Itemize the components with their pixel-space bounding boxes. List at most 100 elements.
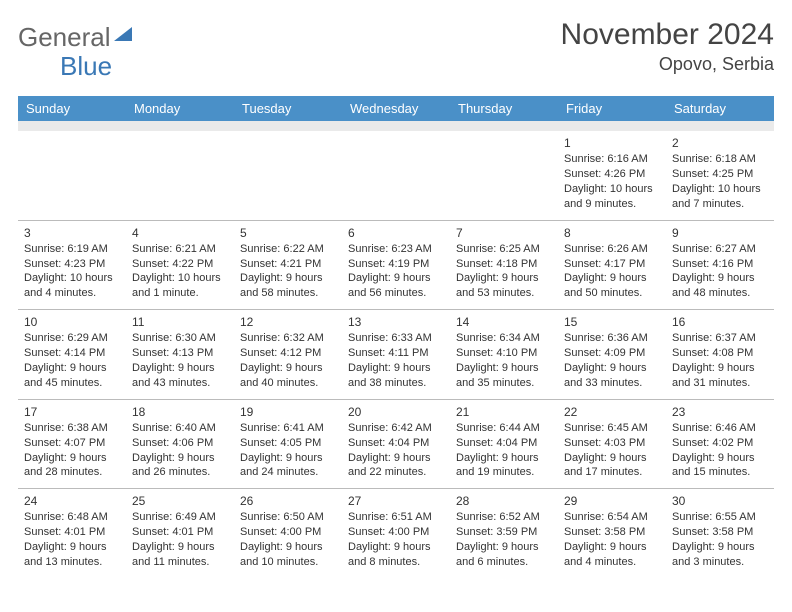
day-number: 25 [132, 493, 228, 509]
logo-text-general: General [18, 22, 111, 53]
logo-text-blue: Blue [60, 51, 112, 82]
day-header: Thursday [450, 96, 558, 121]
week-row: 17Sunrise: 6:38 AMSunset: 4:07 PMDayligh… [18, 399, 774, 489]
day-cell: 12Sunrise: 6:32 AMSunset: 4:12 PMDayligh… [234, 310, 342, 400]
day-number: 8 [564, 225, 660, 241]
daylight-text: Daylight: 9 hours and 48 minutes. [672, 271, 768, 301]
sunrise-text: Sunrise: 6:40 AM [132, 421, 228, 436]
sunrise-text: Sunrise: 6:38 AM [24, 421, 120, 436]
day-cell: 2Sunrise: 6:18 AMSunset: 4:25 PMDaylight… [666, 131, 774, 220]
day-cell: 29Sunrise: 6:54 AMSunset: 3:58 PMDayligh… [558, 489, 666, 578]
week-row: 10Sunrise: 6:29 AMSunset: 4:14 PMDayligh… [18, 310, 774, 400]
title-block: November 2024 Opovo, Serbia [561, 18, 774, 75]
day-cell [342, 131, 450, 220]
calendar-table: Sunday Monday Tuesday Wednesday Thursday… [18, 96, 774, 578]
day-number: 2 [672, 135, 768, 151]
daylight-text: Daylight: 9 hours and 26 minutes. [132, 451, 228, 481]
sunset-text: Sunset: 4:09 PM [564, 346, 660, 361]
sunset-text: Sunset: 4:25 PM [672, 167, 768, 182]
sunset-text: Sunset: 4:12 PM [240, 346, 336, 361]
sunrise-text: Sunrise: 6:21 AM [132, 242, 228, 257]
sunset-text: Sunset: 4:04 PM [456, 436, 552, 451]
sunset-text: Sunset: 4:16 PM [672, 257, 768, 272]
calendar-body: 1Sunrise: 6:16 AMSunset: 4:26 PMDaylight… [18, 131, 774, 578]
day-cell [234, 131, 342, 220]
daylight-text: Daylight: 10 hours and 1 minute. [132, 271, 228, 301]
day-number: 4 [132, 225, 228, 241]
day-cell: 22Sunrise: 6:45 AMSunset: 4:03 PMDayligh… [558, 399, 666, 489]
day-cell: 1Sunrise: 6:16 AMSunset: 4:26 PMDaylight… [558, 131, 666, 220]
sunrise-text: Sunrise: 6:42 AM [348, 421, 444, 436]
day-number: 28 [456, 493, 552, 509]
day-number: 3 [24, 225, 120, 241]
daylight-text: Daylight: 9 hours and 43 minutes. [132, 361, 228, 391]
day-cell: 21Sunrise: 6:44 AMSunset: 4:04 PMDayligh… [450, 399, 558, 489]
day-number: 29 [564, 493, 660, 509]
day-number: 6 [348, 225, 444, 241]
sunset-text: Sunset: 4:03 PM [564, 436, 660, 451]
sunset-text: Sunset: 4:21 PM [240, 257, 336, 272]
sunrise-text: Sunrise: 6:16 AM [564, 152, 660, 167]
day-header: Sunday [18, 96, 126, 121]
sunset-text: Sunset: 4:00 PM [348, 525, 444, 540]
daylight-text: Daylight: 9 hours and 31 minutes. [672, 361, 768, 391]
sunrise-text: Sunrise: 6:46 AM [672, 421, 768, 436]
sunset-text: Sunset: 4:19 PM [348, 257, 444, 272]
daylight-text: Daylight: 10 hours and 9 minutes. [564, 182, 660, 212]
sunrise-text: Sunrise: 6:45 AM [564, 421, 660, 436]
day-cell [126, 131, 234, 220]
day-number: 9 [672, 225, 768, 241]
day-number: 5 [240, 225, 336, 241]
sunset-text: Sunset: 4:01 PM [24, 525, 120, 540]
daylight-text: Daylight: 9 hours and 13 minutes. [24, 540, 120, 570]
day-number: 20 [348, 404, 444, 420]
day-number: 1 [564, 135, 660, 151]
daylight-text: Daylight: 9 hours and 56 minutes. [348, 271, 444, 301]
day-header: Tuesday [234, 96, 342, 121]
day-cell: 10Sunrise: 6:29 AMSunset: 4:14 PMDayligh… [18, 310, 126, 400]
day-header: Friday [558, 96, 666, 121]
spacer-row [18, 121, 774, 131]
logo: General [18, 18, 132, 53]
day-cell: 26Sunrise: 6:50 AMSunset: 4:00 PMDayligh… [234, 489, 342, 578]
day-cell: 25Sunrise: 6:49 AMSunset: 4:01 PMDayligh… [126, 489, 234, 578]
sunrise-text: Sunrise: 6:29 AM [24, 331, 120, 346]
month-title: November 2024 [561, 18, 774, 52]
sunrise-text: Sunrise: 6:50 AM [240, 510, 336, 525]
day-cell [450, 131, 558, 220]
day-cell: 13Sunrise: 6:33 AMSunset: 4:11 PMDayligh… [342, 310, 450, 400]
sunset-text: Sunset: 4:14 PM [24, 346, 120, 361]
day-cell: 28Sunrise: 6:52 AMSunset: 3:59 PMDayligh… [450, 489, 558, 578]
day-cell: 14Sunrise: 6:34 AMSunset: 4:10 PMDayligh… [450, 310, 558, 400]
sunset-text: Sunset: 4:22 PM [132, 257, 228, 272]
sunset-text: Sunset: 4:05 PM [240, 436, 336, 451]
sunset-text: Sunset: 3:59 PM [456, 525, 552, 540]
sunset-text: Sunset: 4:18 PM [456, 257, 552, 272]
sunrise-text: Sunrise: 6:22 AM [240, 242, 336, 257]
sunrise-text: Sunrise: 6:27 AM [672, 242, 768, 257]
sunrise-text: Sunrise: 6:30 AM [132, 331, 228, 346]
day-number: 12 [240, 314, 336, 330]
sunrise-text: Sunrise: 6:23 AM [348, 242, 444, 257]
day-cell: 4Sunrise: 6:21 AMSunset: 4:22 PMDaylight… [126, 220, 234, 310]
day-header: Saturday [666, 96, 774, 121]
sunset-text: Sunset: 4:10 PM [456, 346, 552, 361]
daylight-text: Daylight: 9 hours and 10 minutes. [240, 540, 336, 570]
daylight-text: Daylight: 9 hours and 17 minutes. [564, 451, 660, 481]
day-cell: 15Sunrise: 6:36 AMSunset: 4:09 PMDayligh… [558, 310, 666, 400]
day-number: 14 [456, 314, 552, 330]
sunset-text: Sunset: 4:07 PM [24, 436, 120, 451]
sunrise-text: Sunrise: 6:33 AM [348, 331, 444, 346]
daylight-text: Daylight: 9 hours and 45 minutes. [24, 361, 120, 391]
day-cell: 17Sunrise: 6:38 AMSunset: 4:07 PMDayligh… [18, 399, 126, 489]
day-number: 24 [24, 493, 120, 509]
sunrise-text: Sunrise: 6:55 AM [672, 510, 768, 525]
day-cell: 5Sunrise: 6:22 AMSunset: 4:21 PMDaylight… [234, 220, 342, 310]
sunset-text: Sunset: 4:13 PM [132, 346, 228, 361]
daylight-text: Daylight: 9 hours and 33 minutes. [564, 361, 660, 391]
sunrise-text: Sunrise: 6:32 AM [240, 331, 336, 346]
daylight-text: Daylight: 9 hours and 22 minutes. [348, 451, 444, 481]
sunset-text: Sunset: 4:11 PM [348, 346, 444, 361]
sunset-text: Sunset: 4:00 PM [240, 525, 336, 540]
daylight-text: Daylight: 9 hours and 8 minutes. [348, 540, 444, 570]
